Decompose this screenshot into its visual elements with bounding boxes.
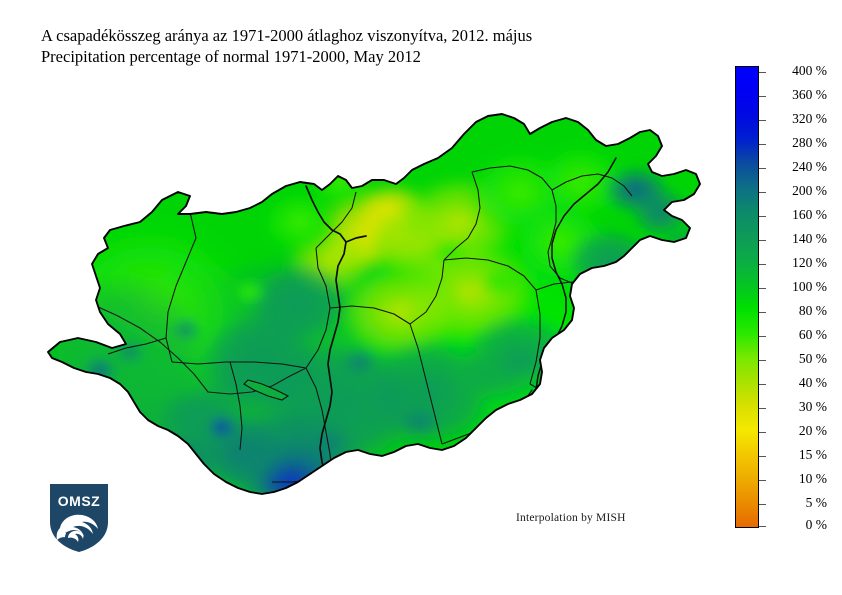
legend-tick: 40 % [735,375,835,390]
legend-tick: 360 % [735,87,835,102]
page-title: A csapadékösszeg aránya az 1971-2000 átl… [41,25,701,67]
legend-colorbar: 400 % 360 % 320 % 280 % 240 % 200 % 160 … [735,63,835,532]
attribution-text: Interpolation by MISH [516,512,626,524]
legend-label: 50 % [798,351,827,366]
legend-label: 30 % [798,399,827,414]
legend-tick: 120 % [735,255,835,270]
colorbar-gradient [735,66,759,528]
precipitation-map [0,62,730,562]
tick-mark [759,408,766,409]
legend-tick: 160 % [735,207,835,222]
omsz-logo-text: OMSZ [58,493,100,509]
legend-tick: 60 % [735,327,835,342]
tick-mark [759,456,766,457]
tick-mark [759,168,766,169]
tick-mark [759,264,766,265]
legend-label: 320 % [792,111,827,126]
title-line-hungarian: A csapadékösszeg aránya az 1971-2000 átl… [41,26,533,45]
legend-label: 400 % [792,63,827,78]
precipitation-field [48,114,700,494]
legend-tick: 20 % [735,423,835,438]
tick-mark [759,526,766,527]
tick-mark [759,240,766,241]
legend-label: 15 % [798,447,827,462]
legend-label: 100 % [792,279,827,294]
legend-tick: 15 % [735,447,835,462]
legend-label: 160 % [792,207,827,222]
tick-mark [759,72,766,73]
colorbar-ticks: 400 % 360 % 320 % 280 % 240 % 200 % 160 … [735,63,835,532]
legend-tick: 100 % [735,279,835,294]
omsz-wave-glyph [56,514,98,544]
legend-label: 40 % [798,375,827,390]
river-danube [305,185,367,494]
lake-balaton [243,379,290,401]
legend-tick: 400 % [735,63,835,78]
legend-label: 60 % [798,327,827,342]
legend-label: 280 % [792,135,827,150]
omsz-logo: OMSZ [48,482,110,554]
legend-tick: 240 % [735,159,835,174]
legend-tick: 50 % [735,351,835,366]
legend-label: 360 % [792,87,827,102]
hungary-map-svg [47,113,701,495]
legend-label: 80 % [798,303,827,318]
legend-tick: 80 % [735,303,835,318]
legend-tick: 5 % [735,495,835,510]
tick-mark [759,312,766,313]
legend-label: 20 % [798,423,827,438]
tick-mark [759,504,766,505]
legend-tick: 0 % [735,517,835,532]
legend-tick: 30 % [735,399,835,414]
tick-mark [759,120,766,121]
legend-tick: 280 % [735,135,835,150]
legend-label: 240 % [792,159,827,174]
legend-label: 10 % [798,471,827,486]
legend-label: 120 % [792,255,827,270]
legend-tick: 140 % [735,231,835,246]
tick-mark [759,216,766,217]
tick-mark [759,96,766,97]
tick-mark [759,144,766,145]
legend-label: 200 % [792,183,827,198]
tick-mark [759,192,766,193]
tick-mark [759,480,766,481]
legend-tick: 200 % [735,183,835,198]
tick-mark [759,384,766,385]
legend-label: 5 % [805,495,827,510]
legend-tick: 10 % [735,471,835,486]
omsz-shield-icon: OMSZ [50,484,108,552]
legend-tick: 320 % [735,111,835,126]
legend-label: 0 % [805,517,827,532]
legend-label: 140 % [792,231,827,246]
tick-mark [759,336,766,337]
title-line-english: Precipitation percentage of normal 1971-… [41,47,421,66]
tick-mark [759,432,766,433]
tick-mark [759,288,766,289]
tick-mark [759,360,766,361]
